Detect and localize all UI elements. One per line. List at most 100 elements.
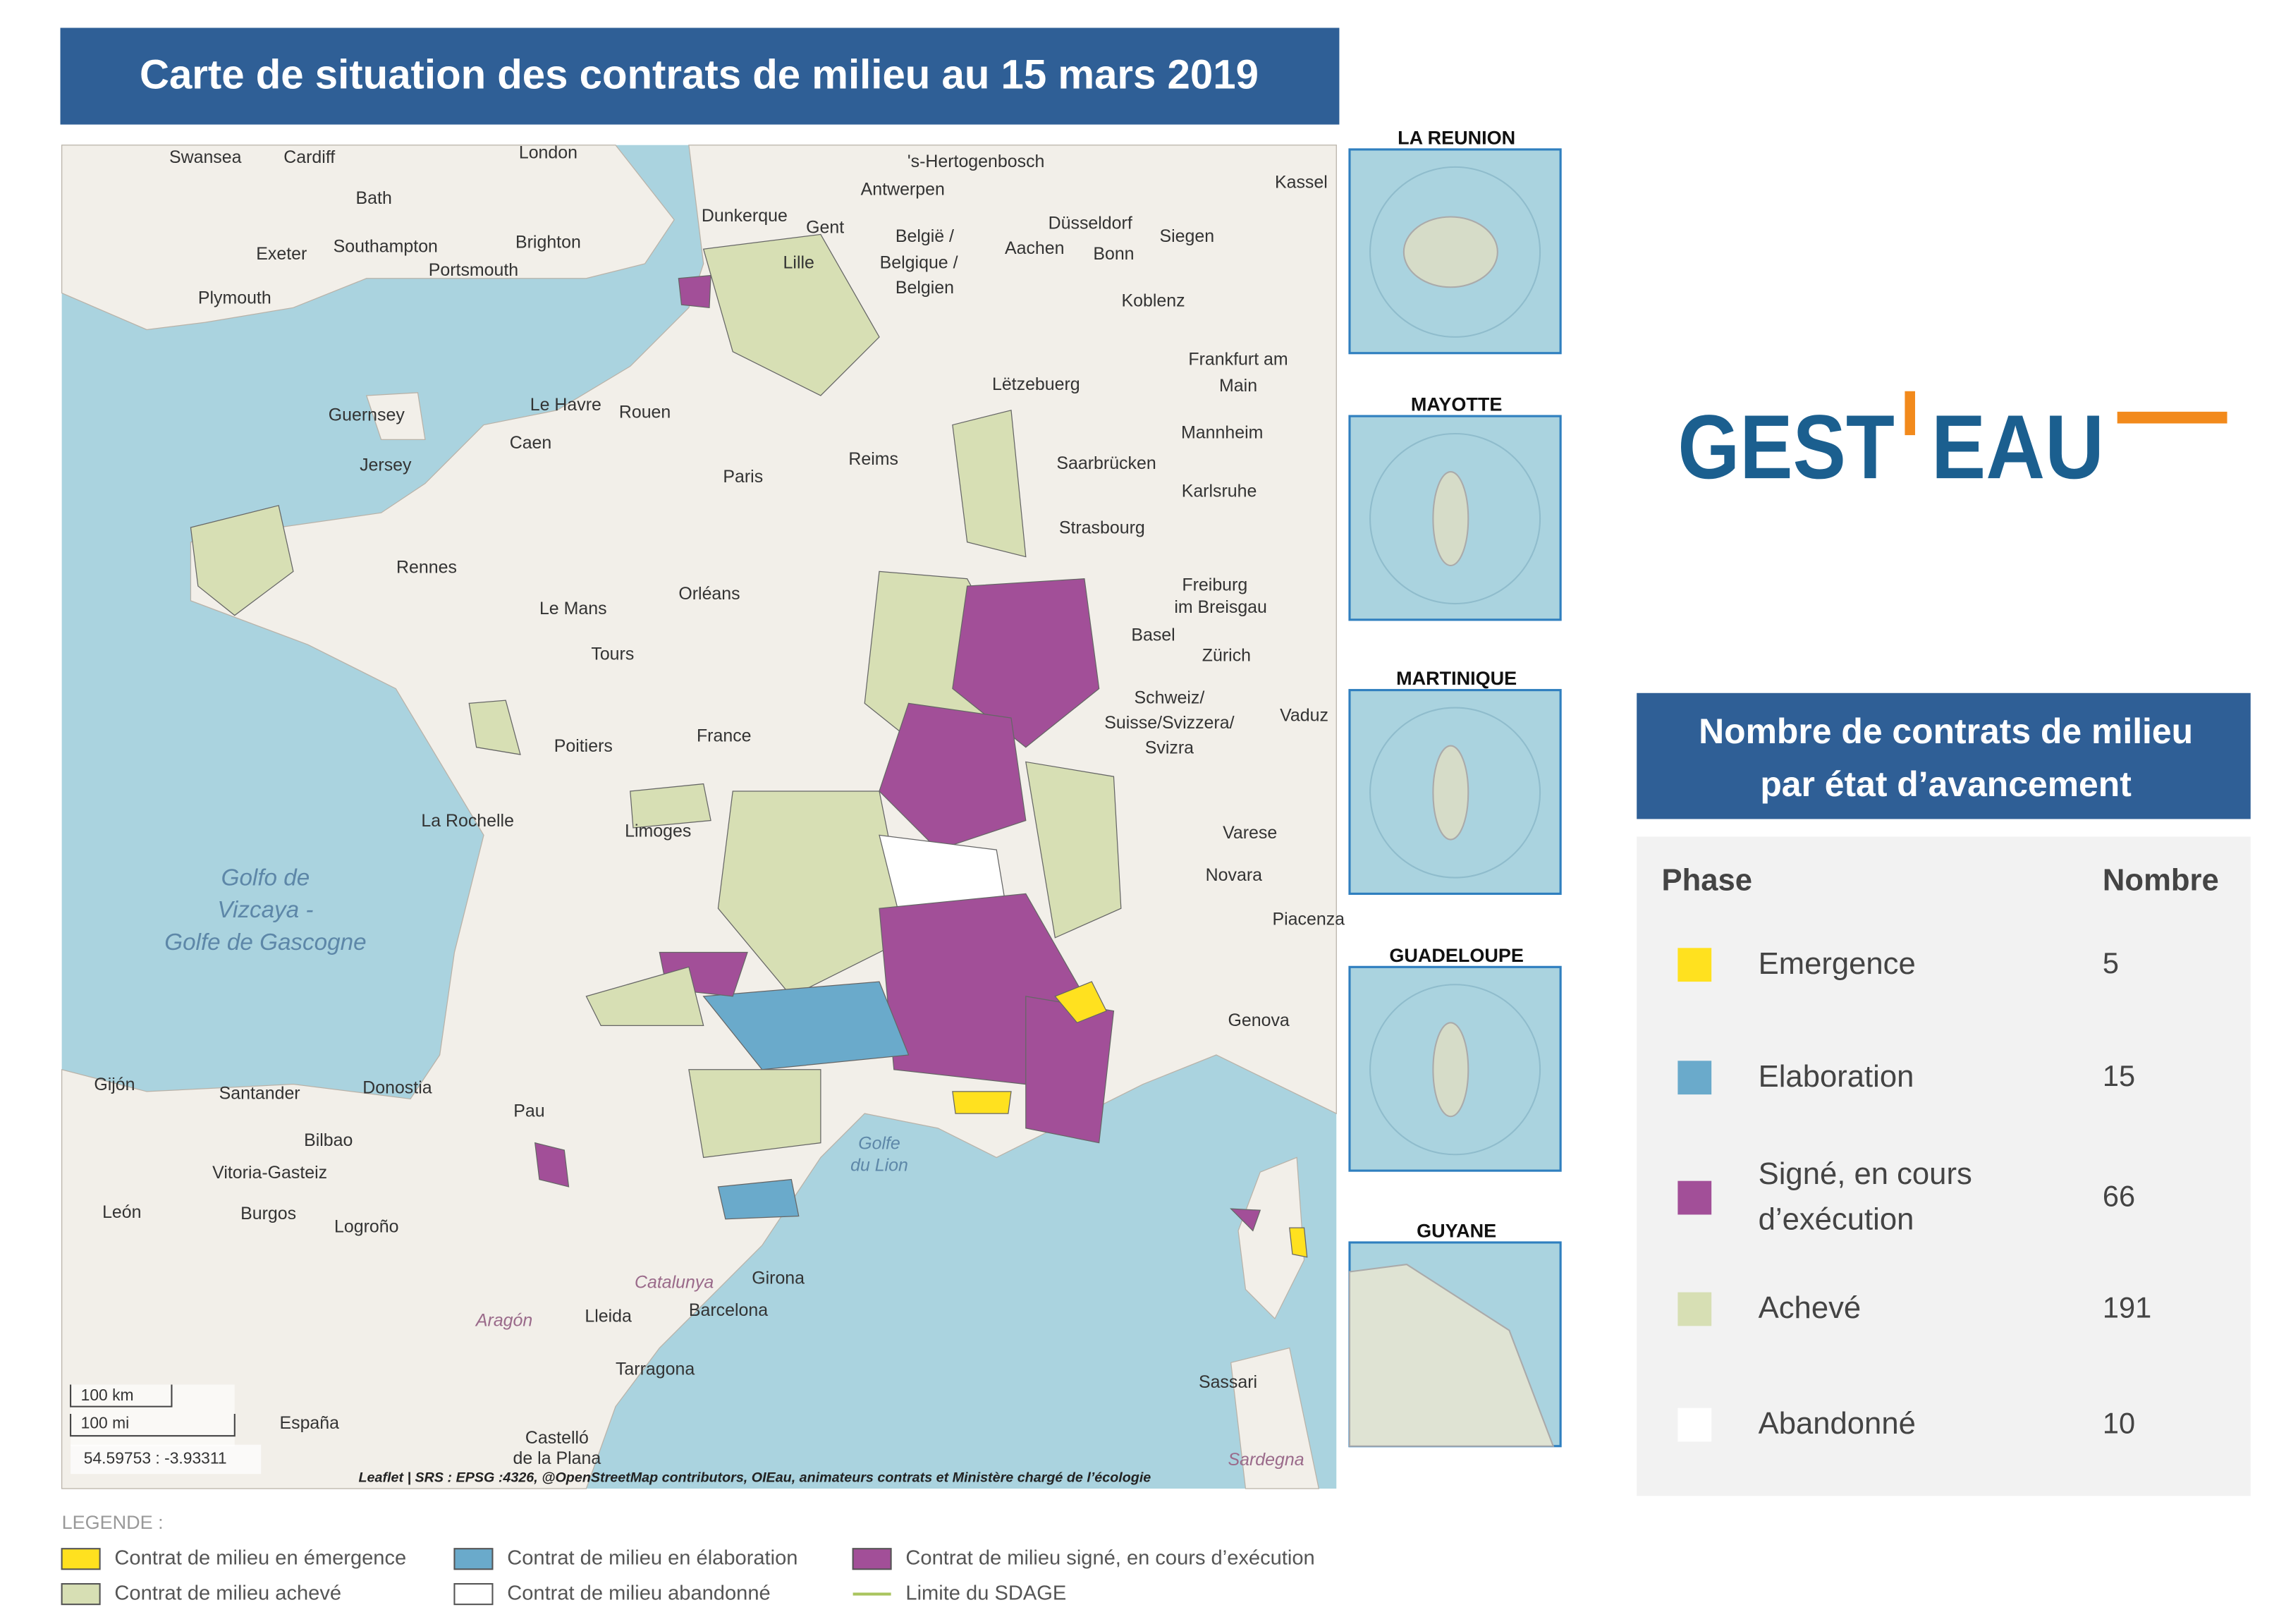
- inset-island: [1432, 470, 1469, 567]
- map-label: Castelló: [525, 1428, 589, 1448]
- inset-island: [1402, 216, 1498, 288]
- map-label: España: [279, 1413, 339, 1433]
- map-label: Pau: [513, 1101, 544, 1121]
- map-label: Gijón: [94, 1075, 135, 1094]
- swatch: [1677, 1061, 1712, 1095]
- map-label: Bath: [356, 188, 392, 208]
- map-label: du Lion: [850, 1155, 908, 1175]
- map-label: Schweiz/: [1135, 688, 1205, 708]
- table-header: [1637, 692, 2251, 819]
- map-label: Limoges: [625, 822, 691, 841]
- map-label: Novara: [1206, 865, 1262, 885]
- coordinates: 54.59753 : -3.93311: [84, 1448, 227, 1467]
- map-label: Düsseldorf: [1049, 213, 1132, 233]
- map-label: Brighton: [515, 232, 581, 252]
- map-label: Suisse/Svizzera/: [1104, 713, 1234, 733]
- logo-apostrophe: [1905, 391, 1915, 436]
- map-label: Varese: [1223, 823, 1277, 843]
- inset-label: MAYOTTE: [1411, 394, 1503, 415]
- map-label: Siegen: [1160, 226, 1215, 246]
- map-label: Lleida: [585, 1306, 632, 1326]
- map-label: Donostia: [362, 1077, 432, 1097]
- basin: [688, 1069, 821, 1159]
- map-label: Lille: [783, 253, 814, 273]
- legend-swatch: [61, 1548, 101, 1570]
- basin: [1025, 996, 1115, 1144]
- map-label: Vizcaya -: [217, 897, 313, 923]
- map-label: Tarragona: [616, 1359, 695, 1379]
- basin: [1230, 1208, 1261, 1232]
- map-label: Santander: [219, 1084, 300, 1104]
- legend-label: Contrat de milieu en élaboration: [507, 1546, 797, 1569]
- count: 15: [2103, 1059, 2135, 1092]
- column-header: Nombre: [2103, 863, 2219, 897]
- count: 66: [2103, 1180, 2135, 1213]
- map-label: Aachen: [1005, 238, 1065, 258]
- map-label: Reims: [848, 449, 898, 469]
- map-label: Svizra: [1145, 738, 1194, 757]
- map-label: Paris: [723, 467, 763, 487]
- map-label: Strasbourg: [1059, 518, 1145, 538]
- map-label: België /: [896, 226, 954, 246]
- inset-label: LA REUNION: [1398, 128, 1515, 149]
- basin: [952, 1091, 1012, 1114]
- legend-label: Contrat de milieu signé, en cours d’exéc…: [905, 1546, 1314, 1569]
- logo: GEST EAU: [1677, 391, 2227, 498]
- map-label: Gent: [806, 218, 844, 238]
- map-label: Antwerpen: [861, 180, 945, 200]
- map-label: Freiburg: [1182, 575, 1247, 595]
- map-label: Karlsruhe: [1182, 482, 1257, 501]
- inset-halo: [1369, 432, 1541, 605]
- map-label: Le Mans: [539, 599, 607, 618]
- map-label: Catalunya: [635, 1273, 714, 1293]
- map-label: Mannheim: [1181, 423, 1263, 443]
- basin: [468, 700, 521, 755]
- logo-right: EAU: [1931, 396, 2104, 498]
- map-label: Saarbrücken: [1056, 453, 1156, 473]
- map-label: France: [697, 726, 752, 746]
- map-label: La Rochelle: [421, 811, 514, 831]
- phase: Achevé: [1759, 1291, 1862, 1325]
- swatch: [1677, 1180, 1712, 1215]
- count: 5: [2103, 946, 2119, 979]
- basin: [717, 1178, 800, 1220]
- legend-swatch: [453, 1583, 494, 1606]
- table-body: [1637, 836, 2251, 1496]
- basin: [585, 966, 704, 1027]
- land: [61, 145, 675, 331]
- land: [1230, 1347, 1320, 1489]
- inset-island: [1432, 1022, 1469, 1118]
- map-label: Genova: [1228, 1011, 1289, 1030]
- count: 191: [2103, 1290, 2151, 1324]
- map-label: Lëtzebuerg: [992, 374, 1080, 394]
- basin: [1289, 1227, 1308, 1258]
- map-label: Golfe: [858, 1133, 900, 1153]
- inset-land: [1348, 1264, 1555, 1447]
- map-label: Le Havre: [530, 395, 601, 415]
- legend-label: Contrat de milieu achevé: [114, 1582, 341, 1604]
- map-label: Belgien: [896, 278, 954, 298]
- attribution: Leaflet | SRS : EPSG :4326, @OpenStreetM…: [358, 1470, 1151, 1486]
- legend-title: LEGENDE :: [62, 1512, 164, 1533]
- legend-swatch: [852, 1548, 892, 1570]
- swatch: [1677, 948, 1712, 982]
- map-label: Aragón: [475, 1311, 532, 1331]
- legend-label: Limite du SDAGE: [905, 1582, 1066, 1604]
- basin: [952, 409, 1027, 558]
- legend-label: Contrat de milieu abandonné: [507, 1582, 770, 1604]
- swatch: [1677, 1408, 1712, 1442]
- basin: [190, 505, 294, 616]
- basin: [678, 274, 711, 309]
- title-banner: [60, 28, 1340, 125]
- scale-km: 100 km: [81, 1386, 134, 1404]
- basin: [702, 233, 880, 396]
- inset-halo: [1369, 166, 1541, 338]
- basin: [630, 783, 711, 829]
- basin: [952, 578, 1100, 748]
- phase: Abandonné: [1759, 1407, 1916, 1441]
- map-label: Portsmouth: [429, 260, 518, 280]
- scale-bar: [70, 1384, 236, 1437]
- map-label: Sardegna: [1228, 1450, 1304, 1470]
- logo-dash: [2117, 411, 2227, 424]
